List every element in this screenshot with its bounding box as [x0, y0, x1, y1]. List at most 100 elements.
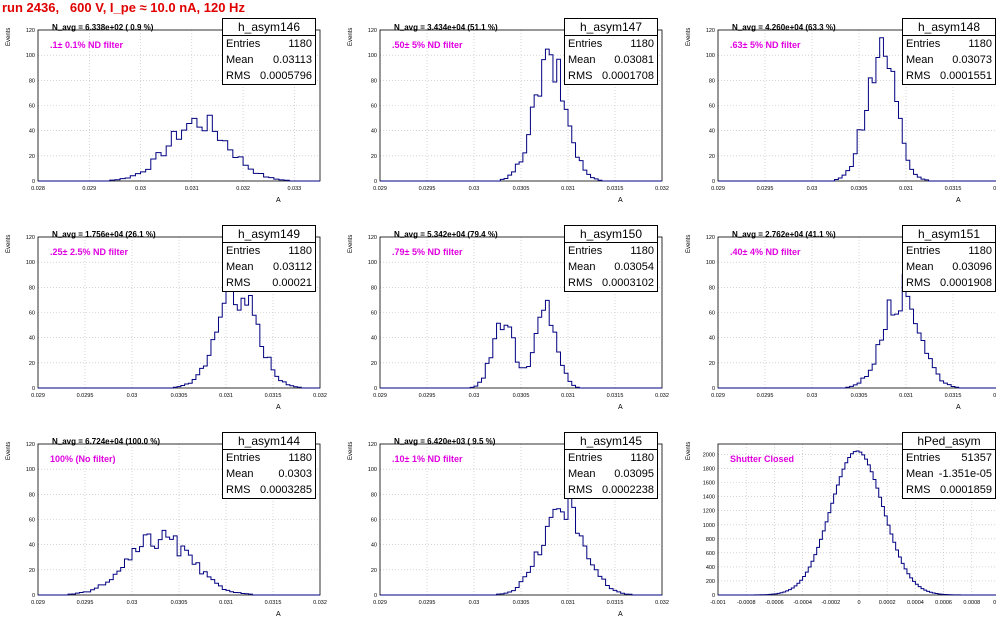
- y-tick-label: 20: [371, 568, 377, 574]
- plot-frame: [717, 443, 996, 596]
- x-tick-label: 0.031: [561, 186, 575, 192]
- y-tick-label: 120: [706, 235, 715, 241]
- x-tick-label: 0.032: [993, 393, 996, 399]
- stats-value: 1180: [968, 245, 992, 257]
- x-tick-label: 0.032: [313, 393, 327, 399]
- stats-value: 0.00021: [272, 277, 312, 289]
- y-tick-label: 80: [29, 285, 35, 291]
- stats-box: Entries 1180 Mean 0.0303 RMS 0.0003285: [222, 449, 316, 499]
- stats-value: 0.0003285: [260, 484, 312, 496]
- x-tick-label: 0.031: [899, 393, 913, 399]
- stats-row: Mean 0.03054: [565, 259, 657, 275]
- stats-value: -1.351e-05: [938, 468, 992, 480]
- stats-row: Mean 0.03095: [565, 466, 657, 482]
- x-tick-label: 0.0295: [757, 393, 774, 399]
- histogram-plot: 0.028 0.029 0.03 0.031 0.032 0.033 0 20 40 60 80 10…: [26, 28, 321, 192]
- y-tick-label: 2000: [703, 453, 715, 459]
- x-tick-label: 0.029: [31, 600, 45, 606]
- n-avg-label: N_avg = 1.756e+04 (26.1 %): [52, 230, 156, 239]
- x-tick-label: 0.0004: [907, 600, 924, 606]
- stats-key: Entries: [568, 452, 603, 464]
- filter-label: .79± 5% ND filter: [392, 247, 463, 257]
- histogram-panel-h_asym145: 0.029 0.0295 0.03 0.0305 0.031 0.0315 0.032 0 20…: [342, 432, 672, 639]
- y-tick-label: 40: [371, 336, 377, 342]
- histogram-line: [380, 494, 662, 596]
- y-tick-label: 20: [29, 568, 35, 574]
- x-tick-label: 0.033: [287, 186, 301, 192]
- histogram-panel-h_asym144: 0.029 0.0295 0.03 0.0305 0.031 0.0315 0.032 0 20…: [0, 432, 330, 639]
- x-tick-label: 0.029: [31, 393, 45, 399]
- stats-row: Entries 1180: [223, 243, 315, 259]
- n-avg-label: N_avg = 6.338e+02 ( 0.9 %): [52, 23, 154, 32]
- x-tick-label: 0.0295: [77, 600, 94, 606]
- stats-value: 51357: [961, 452, 992, 464]
- x-tick-label: 0.0315: [945, 393, 962, 399]
- y-tick-label: 0: [32, 593, 35, 599]
- filter-label: .10± 1% ND filter: [392, 454, 463, 464]
- x-tick-label: 0.028: [31, 186, 45, 192]
- plot-frame: [379, 236, 663, 389]
- y-tick-label: 120: [26, 28, 35, 34]
- stats-value: 1180: [630, 38, 654, 50]
- y-tick-label: 20: [371, 361, 377, 367]
- y-tick-label: 400: [706, 565, 715, 571]
- y-tick-label: 0: [374, 386, 377, 392]
- y-tick-label: 40: [29, 336, 35, 342]
- stats-box: Entries 1180 Mean 0.03113 RMS 0.0005796: [222, 35, 316, 85]
- histogram-name-box: h_asym145: [564, 432, 658, 450]
- x-tick-label: 0.0315: [607, 186, 624, 192]
- stats-value: 1180: [288, 452, 312, 464]
- stats-box: Entries 1180 Mean 0.03054 RMS 0.0003102: [564, 242, 658, 292]
- plot-frame: [379, 29, 663, 182]
- histogram-plot: 0.029 0.0295 0.03 0.0305 0.031 0.0315 0.032 0 20…: [368, 235, 669, 399]
- stats-row: RMS 0.0001551: [903, 68, 995, 84]
- y-tick-label: 100: [706, 53, 715, 59]
- x-tick-label: 0.03: [469, 393, 480, 399]
- stats-row: Mean 0.03096: [903, 259, 995, 275]
- y-tick-label: 0: [712, 593, 715, 599]
- histogram-panel-h_asym151: 0.029 0.0295 0.03 0.0305 0.031 0.0315 0.032 0 20…: [680, 225, 996, 432]
- x-tick-label: 0.03: [807, 186, 818, 192]
- x-tick-label: 0.0295: [419, 186, 436, 192]
- filter-label: 100% (No filter): [50, 454, 116, 464]
- y-tick-label: 40: [29, 543, 35, 549]
- x-tick-label: 0.0305: [171, 600, 188, 606]
- y-tick-label: 0: [374, 179, 377, 185]
- stats-key: Entries: [906, 38, 941, 50]
- x-tick-label: 0.032: [313, 600, 327, 606]
- stats-row: Mean 0.03081: [565, 52, 657, 68]
- stats-row: Mean 0.03112: [223, 259, 315, 275]
- y-tick-label: 0: [32, 179, 35, 185]
- histogram-name-box: h_asym151: [902, 225, 996, 243]
- stats-key: RMS: [906, 70, 931, 82]
- x-tick-label: 0: [857, 600, 860, 606]
- y-tick-label: 40: [29, 129, 35, 135]
- filter-label: .40± 4% ND filter: [730, 247, 801, 257]
- y-tick-label: 60: [371, 104, 377, 110]
- y-tick-label: 80: [709, 285, 715, 291]
- stats-value: 0.03081: [614, 54, 654, 66]
- y-tick-label: 0: [374, 593, 377, 599]
- stats-value: 0.0001859: [940, 484, 992, 496]
- y-axis-label: Events: [686, 441, 692, 460]
- y-tick-label: 800: [706, 537, 715, 543]
- y-tick-label: 100: [26, 467, 35, 473]
- x-tick-label: 0.032: [993, 186, 996, 192]
- y-tick-label: 120: [368, 235, 377, 241]
- x-tick-label: 0.032: [655, 393, 669, 399]
- y-tick-label: 40: [371, 543, 377, 549]
- stats-row: Entries 1180: [565, 243, 657, 259]
- stats-row: Mean 0.03113: [223, 52, 315, 68]
- x-tick-label: 0.0305: [851, 186, 868, 192]
- x-tick-label: 0.0305: [513, 186, 530, 192]
- x-axis-label: A: [618, 611, 623, 618]
- y-tick-label: 20: [29, 361, 35, 367]
- histogram-name-box: h_asym149: [222, 225, 316, 243]
- stats-value: 1180: [968, 38, 992, 50]
- y-tick-label: 80: [371, 492, 377, 498]
- stats-row: Entries 1180: [565, 36, 657, 52]
- stats-key: RMS: [568, 484, 593, 496]
- y-axis-label: Events: [686, 27, 692, 46]
- x-axis-label: A: [956, 197, 961, 204]
- x-axis-label: A: [618, 404, 623, 411]
